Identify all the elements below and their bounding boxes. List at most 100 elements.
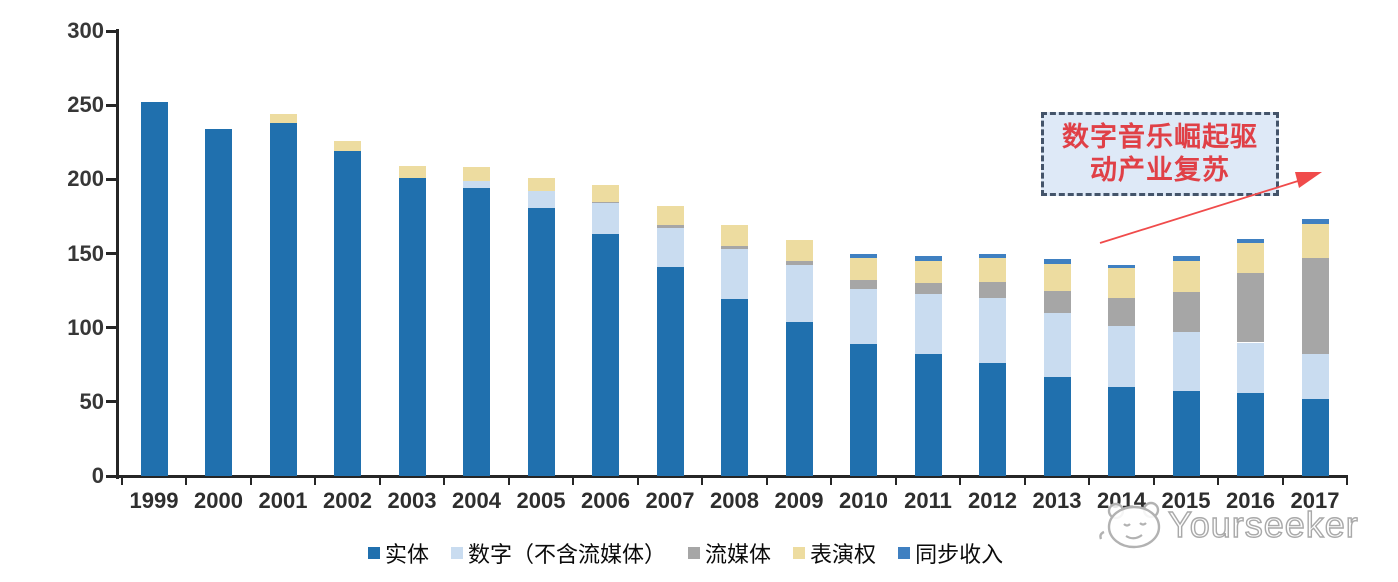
bar-segment — [1043, 259, 1071, 264]
bar-segment — [1043, 290, 1071, 313]
y-axis-tick-label: 250 — [67, 92, 104, 118]
bar-segment — [1301, 354, 1329, 399]
x-axis-tick-label: 2009 — [774, 488, 824, 513]
bar-segment — [656, 225, 684, 229]
x-axis-tick — [765, 477, 768, 485]
bar-segment — [398, 177, 426, 476]
bar-segment — [1301, 398, 1329, 476]
bar-segment — [914, 293, 942, 355]
x-axis-tick-label: 2005 — [516, 488, 566, 513]
bar-segment — [1108, 298, 1135, 327]
bar-segment — [785, 321, 813, 476]
x-axis-tick — [249, 477, 252, 485]
x-axis-tick — [572, 477, 575, 485]
bar-segment — [269, 114, 297, 123]
bar-segment — [463, 188, 490, 476]
legend-item: 流媒体 — [688, 537, 771, 569]
x-axis-tick — [1023, 477, 1026, 485]
x-axis-tick-label: 2017 — [1290, 488, 1340, 513]
bar-segment — [785, 240, 813, 261]
x-axis-tick-label: 2013 — [1032, 488, 1082, 513]
x-axis-tick-label: 2004 — [452, 488, 501, 513]
bar-segment — [527, 207, 555, 476]
bar-segment — [334, 140, 361, 152]
y-axis-tick-label: 150 — [67, 240, 104, 266]
bar-segment — [785, 260, 813, 266]
bar-segment — [1043, 263, 1071, 291]
y-axis-tick — [105, 474, 116, 478]
bar-segment — [850, 253, 877, 258]
bar-segment — [592, 185, 619, 202]
x-axis-tick-label: 2000 — [194, 488, 243, 513]
bar-segment — [1108, 268, 1135, 298]
bar-segment — [1108, 326, 1135, 387]
y-axis-tick-label: 100 — [67, 314, 104, 340]
legend-item: 表演权 — [793, 537, 876, 569]
legend-swatch — [451, 547, 464, 559]
x-axis-tick-label: 2012 — [968, 488, 1017, 513]
legend-swatch — [793, 547, 806, 559]
x-axis-tick — [1346, 477, 1349, 485]
x-axis-tick-label: 2001 — [258, 488, 308, 513]
bar-segment — [463, 180, 490, 189]
bar-segment — [1237, 392, 1264, 476]
x-axis-tick-label: 2015 — [1161, 488, 1211, 513]
annotation-text-line2: 动产业复苏 — [1090, 155, 1230, 185]
x-axis-tick — [120, 477, 123, 485]
bar-segment — [979, 253, 1006, 258]
bar-segment — [398, 165, 426, 178]
bar-segment — [850, 257, 877, 281]
chart-legend: 实体 数字（不含流媒体） 流媒体 表演权 同步收入 — [368, 537, 1003, 569]
watermark-text: Yourseeker — [1167, 503, 1359, 545]
bar-segment — [1172, 256, 1200, 261]
y-axis-tick — [105, 177, 116, 181]
bar-segment — [850, 343, 877, 476]
bar-segment — [850, 289, 877, 344]
legend-swatch — [368, 547, 380, 559]
bar-segment — [914, 256, 942, 261]
y-axis-tick-label: 200 — [67, 166, 104, 192]
legend-label: 流媒体 — [705, 542, 772, 567]
bar-segment — [914, 260, 942, 284]
annotation-text-line1: 数字音乐崛起驱 — [1062, 122, 1258, 152]
annotation-box: 数字音乐崛起驱 动产业复苏 — [1041, 112, 1279, 196]
x-axis-tick — [701, 477, 704, 485]
bar-segment — [979, 257, 1006, 282]
legend-label: 同步收入 — [915, 542, 1004, 567]
y-axis-tick — [105, 252, 116, 255]
x-axis-tick-label: 2007 — [645, 488, 695, 513]
bar-segment — [592, 234, 619, 476]
bar-segment — [1301, 223, 1329, 258]
bar-segment — [1108, 387, 1135, 476]
bar-segment — [527, 191, 555, 208]
bar-segment — [656, 228, 684, 267]
x-axis-tick — [185, 477, 188, 485]
legend-label: 实体 — [385, 542, 430, 567]
x-axis-tick — [959, 477, 962, 485]
bar-segment — [527, 177, 555, 192]
bar-segment — [785, 265, 813, 322]
bar-segment — [1172, 292, 1200, 333]
x-axis-tick-label: 2008 — [710, 488, 759, 513]
y-axis-tick — [105, 29, 116, 33]
bar-segment — [1172, 332, 1200, 392]
y-axis-line — [115, 29, 119, 479]
bar-segment — [1237, 342, 1264, 393]
y-axis-tick-label: 0 — [91, 463, 104, 488]
x-axis-tick-label: 2016 — [1226, 488, 1275, 513]
legend-item: 同步收入 — [898, 537, 1003, 569]
x-axis-tick-label: 1999 — [129, 488, 179, 513]
bar-segment — [979, 298, 1006, 364]
bar-segment — [721, 249, 748, 300]
bar-segment — [656, 266, 684, 476]
legend-swatch — [898, 547, 911, 559]
x-axis-tick — [1281, 477, 1284, 485]
y-axis-tick-label: 300 — [67, 18, 104, 43]
bar-segment — [1172, 391, 1200, 476]
x-axis-tick — [830, 477, 833, 485]
bar-segment — [914, 354, 942, 476]
bar-segment — [1237, 272, 1264, 343]
bar-segment — [914, 283, 942, 294]
legend-label: 表演权 — [810, 542, 877, 567]
